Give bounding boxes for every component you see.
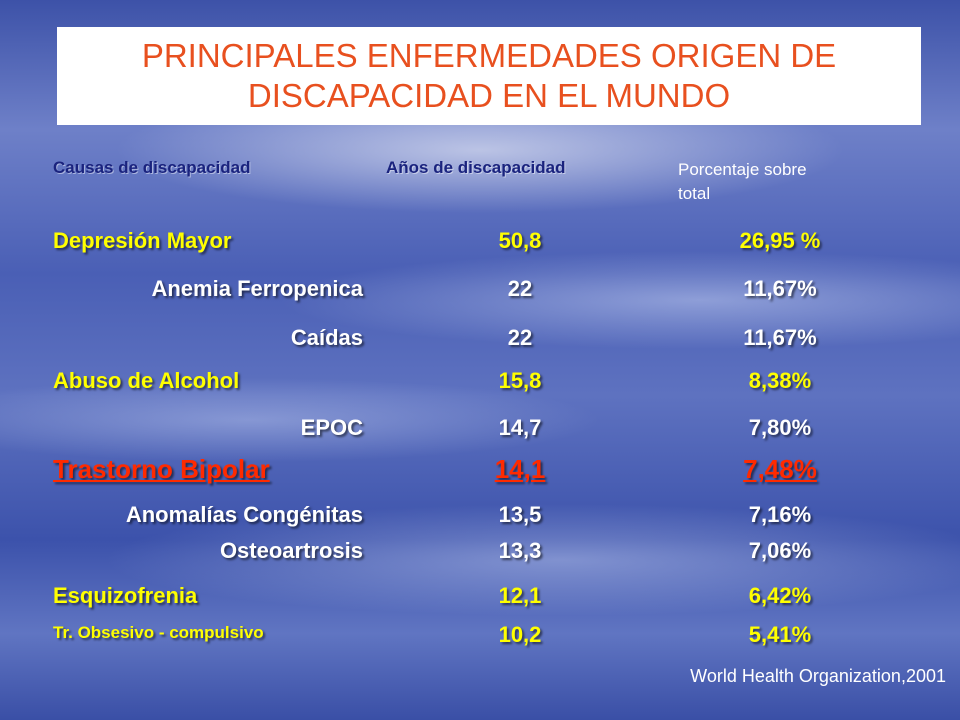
percent-value: 7,80%	[748, 415, 812, 440]
header-percent-line2: total	[678, 184, 711, 203]
percent-value: 11,67%	[743, 325, 817, 350]
percent-value: 26,95 %	[739, 228, 821, 253]
table-row: Anemia Ferropenica 22 11,67%	[0, 276, 960, 310]
cause-label: Trastorno Bipolar	[53, 454, 270, 484]
table-row: Caídas 22 11,67%	[0, 325, 960, 359]
page-title: PRINCIPALES ENFERMEDADES ORIGEN DE DISCA…	[141, 37, 837, 114]
percent-value: 6,42%	[748, 583, 812, 608]
header-percent-line1: Porcentaje sobre	[678, 160, 807, 179]
percent-value: 7,16%	[748, 502, 812, 527]
years-value: 50,8	[498, 228, 542, 253]
cause-label: Depresión Mayor	[53, 228, 232, 253]
title-box: PRINCIPALES ENFERMEDADES ORIGEN DE DISCA…	[57, 27, 921, 125]
percent-value: 7,06%	[748, 538, 812, 563]
table-row: EPOC 14,7 7,80%	[0, 415, 960, 449]
years-value: 22	[507, 325, 533, 350]
header-percent: Porcentaje sobre total	[678, 158, 807, 206]
cause-label: Osteoartrosis	[219, 538, 363, 563]
years-value: 10,2	[498, 622, 542, 647]
years-value: 13,5	[498, 502, 542, 527]
cause-label: Abuso de Alcohol	[53, 368, 240, 393]
percent-value: 7,48%	[743, 454, 817, 484]
header-years: Años de discapacidad	[386, 158, 566, 177]
years-value: 12,1	[498, 583, 542, 608]
years-value: 22	[507, 276, 533, 301]
cause-label: Esquizofrenia	[53, 583, 198, 608]
years-value: 13,3	[498, 538, 542, 563]
years-value: 14,7	[498, 415, 542, 440]
years-value: 14,1	[494, 454, 546, 484]
table-row-highlighted: Trastorno Bipolar 14,1 7,48%	[0, 454, 960, 488]
cause-label: Tr. Obsesivo - compulsivo	[53, 623, 264, 642]
table-row: Osteoartrosis 13,3 7,06%	[0, 538, 960, 572]
cause-label: Anomalías Congénitas	[125, 502, 363, 527]
table-row: Anomalías Congénitas 13,5 7,16%	[0, 502, 960, 536]
table-row: Abuso de Alcohol 15,8 8,38%	[0, 368, 960, 402]
cause-label: EPOC	[300, 415, 363, 440]
header-causes: Causas de discapacidad	[53, 158, 251, 177]
percent-value: 5,41%	[748, 622, 812, 647]
table-row: Esquizofrenia 12,1 6,42%	[0, 583, 960, 617]
cause-label: Caídas	[290, 325, 363, 350]
source-citation: World Health Organization,2001	[690, 666, 946, 686]
cause-label: Anemia Ferropenica	[151, 276, 363, 301]
percent-value: 11,67%	[743, 276, 817, 301]
years-value: 15,8	[498, 368, 542, 393]
table-row: Tr. Obsesivo - compulsivo 10,2 5,41%	[0, 620, 960, 654]
percent-value: 8,38%	[748, 368, 812, 393]
table-row: Depresión Mayor 50,8 26,95 %	[0, 228, 960, 262]
